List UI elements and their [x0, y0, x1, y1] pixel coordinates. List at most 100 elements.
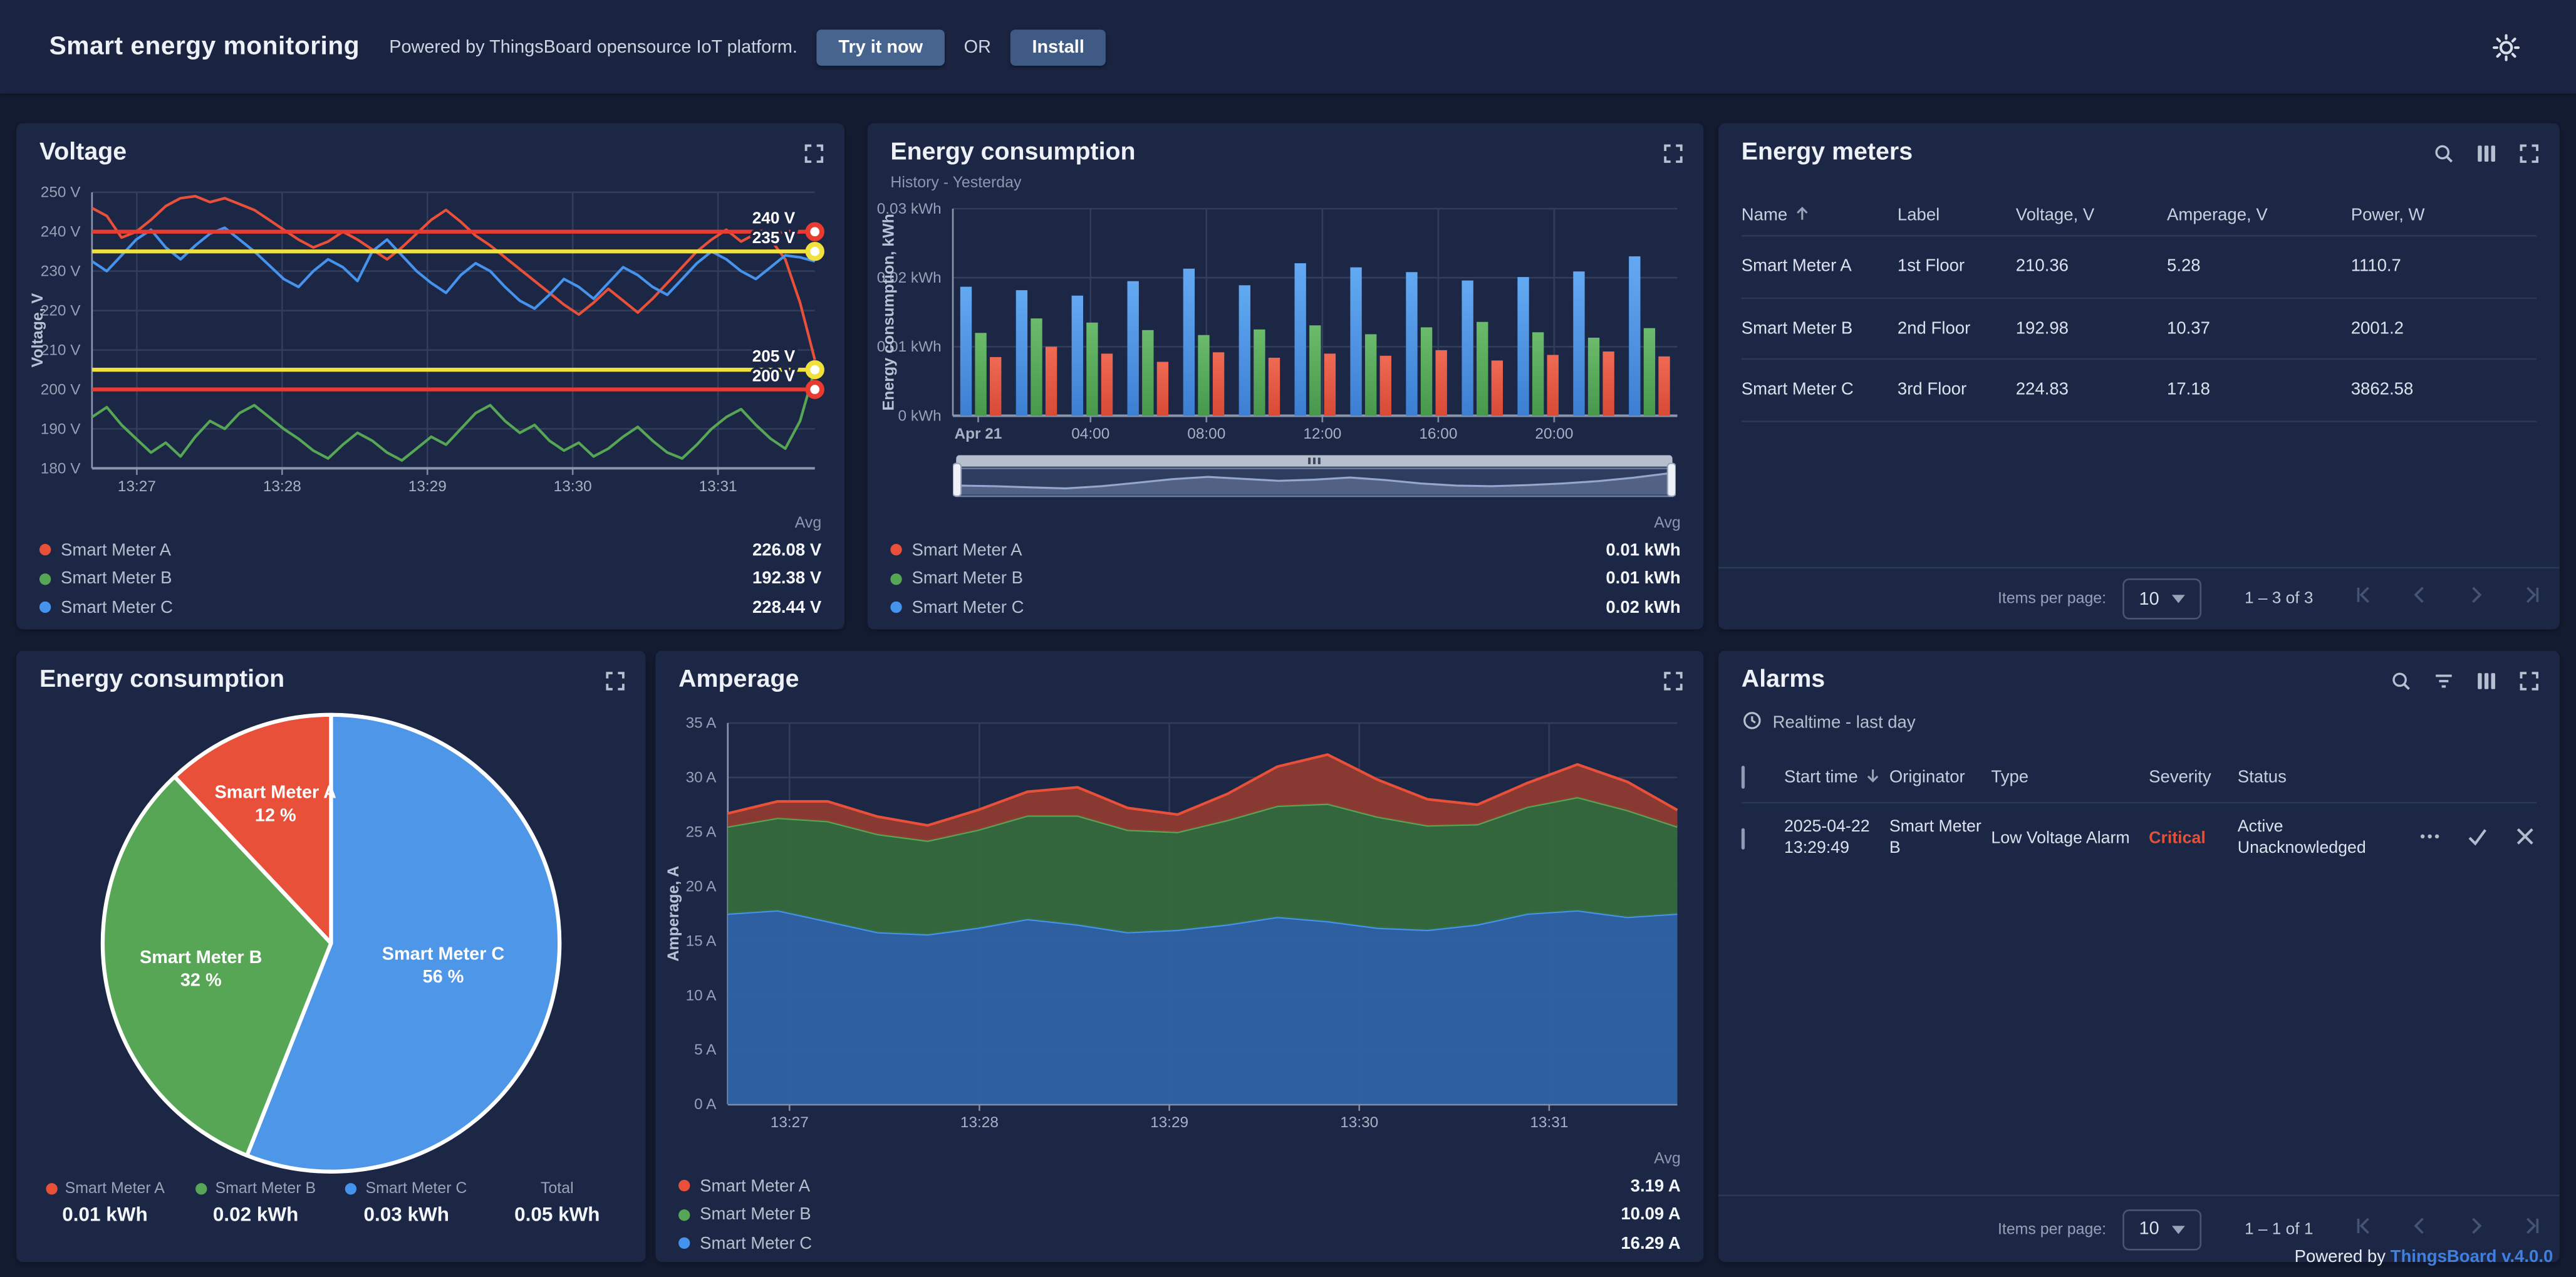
next-page-icon[interactable]: [2464, 1214, 2488, 1245]
fullscreen-icon[interactable]: [2518, 143, 2540, 172]
cell-name: Smart Meter C: [1742, 380, 1898, 399]
legend-row[interactable]: Smart Meter B 192.38 V: [39, 565, 821, 593]
legend-value: 228.44 V: [752, 598, 821, 617]
clear-icon[interactable]: [2513, 824, 2537, 852]
legend-label: Smart Meter C: [911, 598, 1606, 617]
or-label: OR: [964, 37, 991, 56]
install-button[interactable]: Install: [1010, 29, 1106, 65]
timewindow-label: Realtime - last day: [1773, 713, 1916, 732]
cell-status: ActiveUnacknowledged: [2238, 816, 2386, 860]
svg-text:13:28: 13:28: [960, 1114, 999, 1131]
search-icon[interactable]: [2391, 670, 2412, 700]
column-header-originator[interactable]: Originator: [1889, 768, 1992, 787]
table-row[interactable]: Smart Meter C 3rd Floor 224.83 17.18 386…: [1742, 360, 2537, 421]
cell-amperage: 17.18: [2167, 380, 2351, 399]
table-row[interactable]: Smart Meter B 2nd Floor 192.98 10.37 200…: [1742, 298, 2537, 360]
series-dot-red: [678, 1181, 690, 1192]
cell-label: 3rd Floor: [1898, 380, 2016, 399]
fullscreen-icon[interactable]: [2518, 670, 2540, 700]
cell-power: 2001.2: [2351, 318, 2537, 338]
legend-item[interactable]: Smart Meter C 0.03 kWh: [331, 1180, 482, 1226]
legend-item-total: Total 0.05 kWh: [482, 1180, 633, 1226]
prev-page-icon[interactable]: [2409, 1214, 2432, 1245]
voltage-widget: Voltage 180 V190 V200 V210 V220 V230 V24…: [16, 123, 844, 630]
table-row[interactable]: Smart Meter A 1st Floor 210.36 5.28 1110…: [1742, 237, 2537, 298]
row-menu-icon[interactable]: [2418, 824, 2441, 852]
column-header-start-time[interactable]: Start time: [1784, 768, 1889, 787]
energy-consumption-pie-chart[interactable]: Smart Meter C56 %Smart Meter B32 %Smart …: [16, 703, 645, 1184]
legend-row[interactable]: Smart Meter B 0.01 kWh: [890, 565, 1680, 593]
cell-amperage: 10.37: [2167, 318, 2351, 338]
page-size-value: 10: [2139, 589, 2159, 608]
page-size-select[interactable]: 10: [2122, 578, 2202, 620]
svg-text:25 A: 25 A: [686, 824, 717, 841]
cell-voltage: 210.36: [2016, 257, 2167, 276]
legend-label: Smart Meter C: [365, 1180, 467, 1198]
theme-sun-icon[interactable]: [2492, 33, 2520, 61]
cell-originator: Smart MeterB: [1889, 816, 1992, 860]
powered-by: Powered by ThingsBoard v.4.0.0: [2295, 1247, 2553, 1266]
svg-text:Amperage, A: Amperage, A: [665, 866, 682, 962]
cell-name: Smart Meter A: [1742, 257, 1898, 276]
legend-item[interactable]: Smart Meter B 0.02 kWh: [180, 1180, 331, 1226]
timewindow-button[interactable]: Realtime - last day: [1742, 710, 1916, 736]
filter-icon[interactable]: [2433, 670, 2454, 700]
powered-by-label: Powered by: [2295, 1247, 2386, 1266]
column-header-status[interactable]: Status: [2238, 768, 2386, 787]
next-page-icon[interactable]: [2464, 583, 2488, 615]
fullscreen-icon[interactable]: [605, 670, 626, 700]
svg-text:13:28: 13:28: [263, 478, 301, 495]
page-size-select[interactable]: 10: [2122, 1209, 2202, 1250]
legend-row[interactable]: Smart Meter C 16.29 A: [678, 1229, 1681, 1258]
energy-consumption-bar-widget: Energy consumption History - Yesterday 0…: [868, 123, 1704, 630]
column-header-power[interactable]: Power, W: [2351, 206, 2537, 225]
legend-row[interactable]: Smart Meter A 3.19 A: [678, 1172, 1681, 1201]
cell-severity: Critical: [2149, 829, 2238, 847]
column-header-name[interactable]: Name: [1742, 206, 1898, 225]
column-header-label[interactable]: Label: [1898, 206, 2016, 225]
fullscreen-icon[interactable]: [1663, 143, 1684, 172]
acknowledge-icon[interactable]: [2466, 824, 2489, 852]
cell-amperage: 5.28: [2167, 257, 2351, 276]
columns-icon[interactable]: [2476, 143, 2497, 172]
energy-consumption-bar-chart: 0 kWh0.01 kWh0.02 kWh0.03 kWhApr 2104:00…: [877, 199, 1693, 457]
svg-text:230 V: 230 V: [41, 263, 81, 280]
row-checkbox[interactable]: [1742, 827, 1745, 848]
first-page-icon[interactable]: [2352, 583, 2376, 615]
thingsboard-version-link[interactable]: ThingsBoard v.4.0.0: [2391, 1247, 2553, 1266]
column-header-amperage[interactable]: Amperage, V: [2167, 206, 2351, 225]
timewindow-label: History - Yesterday: [890, 174, 1021, 192]
search-icon[interactable]: [2433, 143, 2454, 172]
cell-voltage: 224.83: [2016, 380, 2167, 399]
amperage-legend: Avg Smart Meter A 3.19 A Smart Meter B 1…: [678, 1147, 1681, 1258]
try-it-now-button[interactable]: Try it now: [817, 29, 944, 65]
legend-row[interactable]: Smart Meter A 0.01 kWh: [890, 536, 1680, 565]
column-header-voltage[interactable]: Voltage, V: [2016, 206, 2167, 225]
columns-icon[interactable]: [2476, 670, 2497, 700]
svg-text:Voltage, V: Voltage, V: [29, 293, 46, 367]
chevron-down-icon: [2173, 595, 2186, 603]
time-range-slider[interactable]: [953, 455, 1676, 506]
alarms-widget: Alarms Realtime - last day Start time Or…: [1718, 650, 2560, 1262]
pie-legend: Smart Meter A 0.01 kWh Smart Meter B 0.0…: [29, 1180, 632, 1226]
series-dot-red: [45, 1183, 56, 1194]
fullscreen-icon[interactable]: [1663, 670, 1684, 700]
legend-row[interactable]: Smart Meter B 10.09 A: [678, 1201, 1681, 1229]
alarm-row[interactable]: 2025-04-2213:29:49 Smart MeterB Low Volt…: [1742, 803, 2537, 872]
select-all-checkbox[interactable]: [1742, 766, 1745, 789]
first-page-icon[interactable]: [2352, 1214, 2376, 1245]
column-header-type[interactable]: Type: [1991, 768, 2149, 787]
prev-page-icon[interactable]: [2409, 583, 2432, 615]
fullscreen-icon[interactable]: [803, 143, 824, 172]
svg-text:13:30: 13:30: [1340, 1114, 1378, 1131]
legend-label: Smart Meter B: [61, 569, 752, 588]
legend-item[interactable]: Smart Meter A 0.01 kWh: [29, 1180, 180, 1226]
legend-row[interactable]: Smart Meter A 226.08 V: [39, 536, 821, 565]
widget-title: Energy meters: [1742, 138, 1913, 166]
last-page-icon[interactable]: [2520, 1214, 2543, 1245]
last-page-icon[interactable]: [2520, 583, 2543, 615]
column-header-severity[interactable]: Severity: [2149, 768, 2238, 787]
sort-desc-icon: [1864, 768, 1881, 784]
legend-row[interactable]: Smart Meter C 228.44 V: [39, 593, 821, 622]
legend-row[interactable]: Smart Meter C 0.02 kWh: [890, 593, 1680, 622]
